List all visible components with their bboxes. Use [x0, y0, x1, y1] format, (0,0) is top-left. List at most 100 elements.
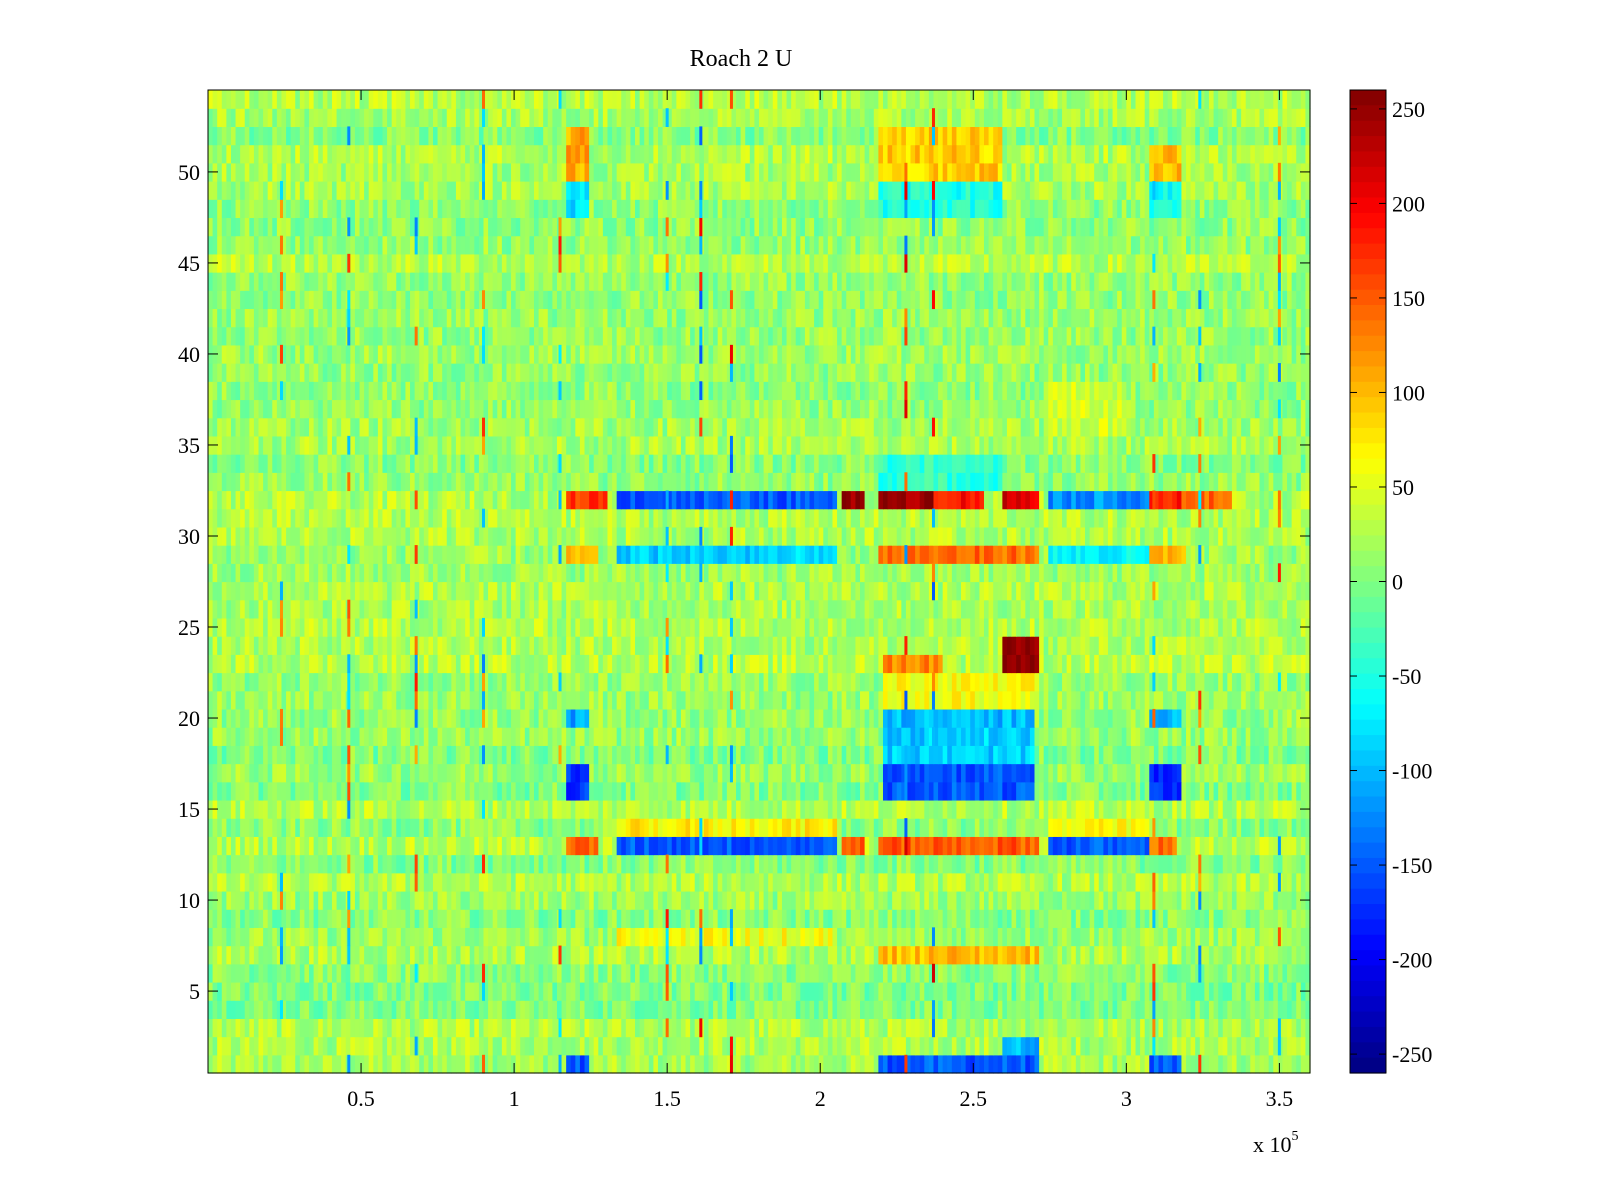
- heatmap-cell: [818, 727, 824, 746]
- heatmap-cell: [1071, 1000, 1077, 1019]
- heatmap-cell: [1199, 890, 1205, 910]
- heatmap-cell: [648, 708, 654, 728]
- heatmap-cell: [1066, 909, 1072, 928]
- heatmap-cell: [860, 945, 866, 965]
- heatmap-cell: [1231, 981, 1238, 1001]
- heatmap-cell: [492, 690, 498, 710]
- heatmap-cell: [680, 981, 687, 1001]
- heatmap-cell: [469, 690, 475, 710]
- heatmap-cell: [1075, 927, 1082, 947]
- heatmap-cell: [1016, 1054, 1022, 1074]
- heatmap-cell: [777, 836, 783, 856]
- heatmap-cell: [928, 1036, 935, 1056]
- heatmap-cell: [281, 745, 287, 765]
- heatmap-cell: [396, 909, 402, 928]
- heatmap-cell: [1268, 963, 1274, 983]
- heatmap-cell: [359, 963, 365, 983]
- heatmap-cell: [460, 981, 466, 1001]
- heatmap-cell: [703, 781, 710, 801]
- heatmap-cell: [777, 708, 783, 728]
- heatmap-cell: [768, 781, 774, 801]
- heatmap-cell: [892, 818, 898, 837]
- heatmap-cell: [850, 763, 857, 783]
- heatmap-cell: [593, 781, 599, 801]
- heatmap-cell: [1273, 708, 1279, 728]
- heatmap-cell: [226, 854, 232, 874]
- heatmap-cell: [919, 1036, 925, 1056]
- heatmap-cell: [474, 945, 480, 965]
- heatmap-cell: [566, 872, 572, 892]
- heatmap-cell: [520, 854, 526, 874]
- heatmap-cell: [823, 872, 829, 892]
- heatmap-cell: [1071, 981, 1077, 1001]
- heatmap-cell: [602, 1000, 609, 1019]
- heatmap-cell: [515, 890, 521, 910]
- heatmap-cell: [263, 799, 269, 819]
- heatmap-cell: [1186, 963, 1192, 983]
- heatmap-cell: [1181, 836, 1187, 856]
- heatmap-cell: [667, 963, 673, 983]
- heatmap-cell: [460, 1000, 466, 1019]
- heatmap-cell: [749, 909, 756, 928]
- heatmap-cell: [988, 909, 994, 928]
- heatmap-cell: [667, 981, 673, 1001]
- heatmap-cell: [850, 963, 857, 983]
- heatmap-cell: [368, 963, 374, 983]
- heatmap-cell: [1121, 708, 1127, 728]
- heatmap-cell: [892, 854, 898, 874]
- heatmap-cell: [1273, 1036, 1279, 1056]
- heatmap-cell: [616, 781, 622, 801]
- heatmap-cell: [221, 727, 227, 746]
- heatmap-cell: [304, 690, 310, 710]
- heatmap-cell: [814, 1000, 820, 1019]
- heatmap-cell: [593, 1018, 599, 1038]
- heatmap-cell: [814, 890, 820, 910]
- heatmap-cell: [1006, 781, 1013, 801]
- heatmap-cell: [818, 945, 824, 965]
- heatmap-cell: [534, 963, 540, 983]
- heatmap-cell: [410, 690, 416, 710]
- heatmap-cell: [244, 981, 250, 1001]
- heatmap-cell: [423, 799, 429, 819]
- heatmap-cell: [1190, 909, 1196, 928]
- heatmap-cell: [575, 799, 581, 819]
- heatmap-cell: [777, 727, 783, 746]
- heatmap-cell: [593, 890, 599, 910]
- heatmap-cell: [1277, 708, 1284, 728]
- heatmap-cell: [272, 690, 278, 710]
- heatmap-cell: [1098, 1018, 1104, 1038]
- heatmap-cell: [1034, 1000, 1040, 1019]
- heatmap-cell: [267, 708, 273, 728]
- heatmap-cell: [827, 854, 834, 874]
- heatmap-cell: [299, 1054, 306, 1074]
- heatmap-cell: [1029, 1018, 1036, 1038]
- heatmap-cell: [726, 909, 733, 928]
- heatmap-cell: [263, 963, 269, 983]
- heatmap-cell: [997, 945, 1003, 965]
- heatmap-cell: [212, 690, 218, 710]
- heatmap-cell: [896, 927, 902, 947]
- heatmap-cell: [1167, 854, 1173, 874]
- heatmap-cell: [860, 836, 866, 856]
- heatmap-cell: [1176, 963, 1183, 983]
- heatmap-cell: [648, 945, 654, 965]
- heatmap-cell: [1066, 872, 1072, 892]
- heatmap-cell: [589, 927, 595, 947]
- heatmap-cell: [905, 1054, 912, 1074]
- heatmap-cell: [1048, 708, 1054, 728]
- heatmap-cell: [1268, 981, 1274, 1001]
- heatmap-cell: [483, 872, 489, 892]
- heatmap-cell: [354, 909, 361, 928]
- heatmap-cell: [336, 890, 342, 910]
- heatmap-cell: [1231, 781, 1238, 801]
- heatmap-cell: [1190, 872, 1196, 892]
- heatmap-cell: [827, 981, 834, 1001]
- heatmap-cell: [1020, 799, 1026, 819]
- heatmap-cell: [226, 745, 232, 765]
- heatmap-cell: [258, 854, 264, 874]
- heatmap-cell: [1043, 963, 1049, 983]
- heatmap-cell: [570, 1054, 576, 1074]
- heatmap-cell: [846, 909, 852, 928]
- heatmap-cell: [1025, 909, 1031, 928]
- heatmap-cell: [667, 927, 673, 947]
